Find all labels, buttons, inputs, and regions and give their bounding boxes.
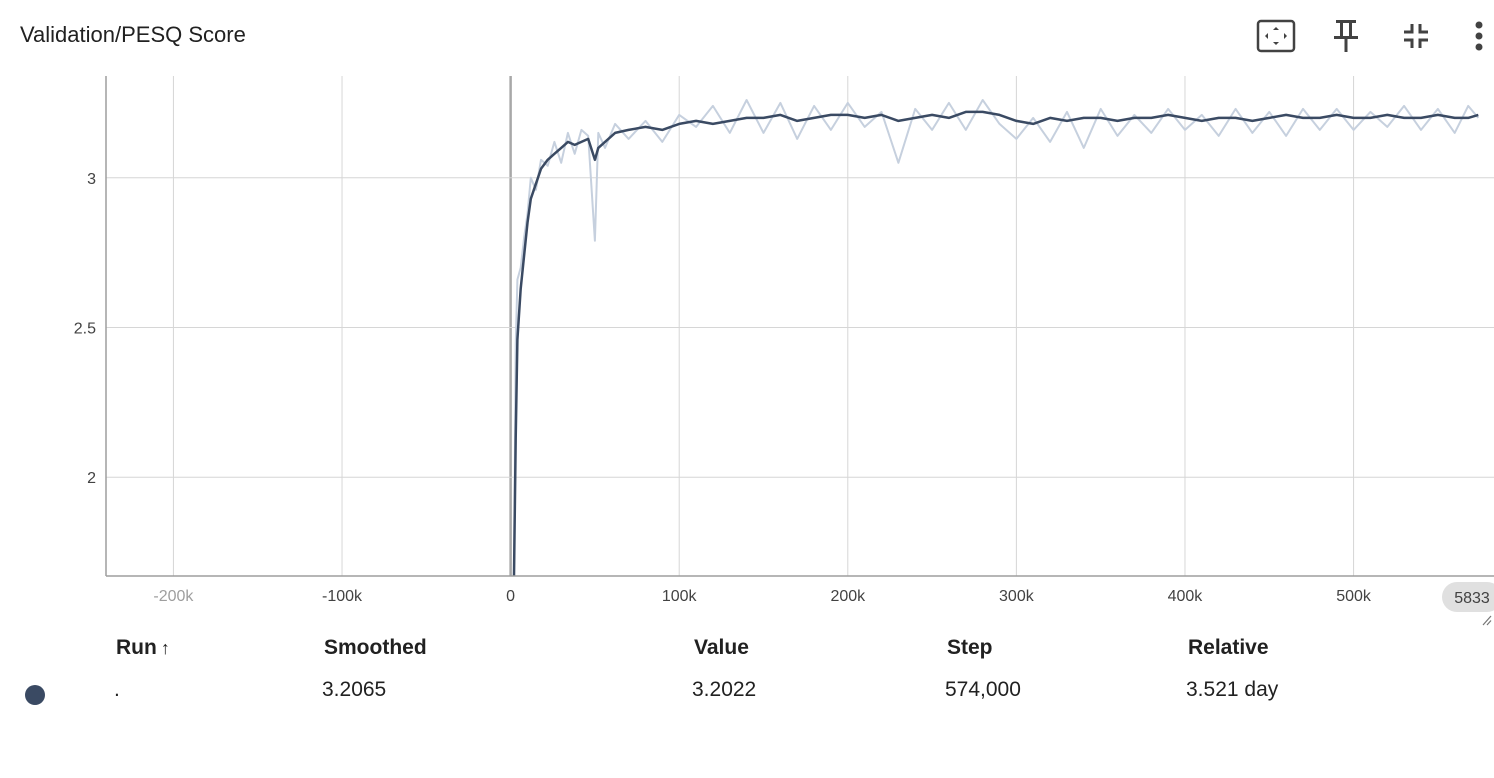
x-tick-label: 0 [506, 588, 515, 605]
collapse-icon [1404, 24, 1428, 48]
chart-title: Validation/PESQ Score [20, 22, 246, 47]
grid-lines [106, 76, 1494, 576]
x-tick-label: 100k [662, 588, 698, 605]
cell-smoothed: 3.2065 [322, 678, 387, 701]
collapse-button[interactable] [1394, 14, 1438, 58]
y-tick-label: 2.5 [74, 320, 96, 337]
run-table: Run ↑ Smoothed Value Step Relative . 3.20… [0, 630, 1494, 710]
axes [105, 76, 1494, 577]
x-tick-label: 500k [1336, 588, 1372, 605]
header-relative: Relative [1188, 636, 1269, 659]
pin-button[interactable] [1324, 14, 1368, 58]
fit-domain-button[interactable] [1254, 14, 1298, 58]
smoothed-series-layer [512, 110, 1479, 577]
table-header: Run ↑ Smoothed Value Step Relative [0, 630, 1494, 670]
smoothed-series-line [512, 110, 1479, 577]
x-tick-label: 200k [830, 588, 866, 605]
chart-area[interactable]: -200k -100k 0 100k 200k 300k 400k 500k 2 2.5 3 5833 [0, 0, 1494, 632]
header-value: Value [694, 636, 749, 659]
more-vertical-icon [1475, 21, 1483, 51]
raw-series-line [513, 99, 1480, 577]
more-menu-button[interactable] [1464, 14, 1494, 58]
header-run-label: Run [116, 636, 157, 659]
header-step: Step [947, 636, 993, 659]
y-tick-label: 3 [87, 171, 96, 188]
run-color-dot-icon [25, 685, 45, 705]
x-tick-label: 300k [999, 588, 1035, 605]
raw-series-layer [513, 99, 1480, 577]
cell-value: 3.2022 [692, 678, 757, 701]
header-smoothed: Smoothed [324, 636, 427, 659]
y-tick-label: 2 [87, 470, 96, 487]
pin-icon [1334, 20, 1358, 52]
card-toolbar [1228, 14, 1494, 58]
table-row: . 3.2065 3.2022 574,000 3.521 day [0, 670, 1494, 710]
x-tick-label: -200k [153, 588, 194, 605]
sort-ascending-icon: ↑ [160, 638, 170, 658]
x-tick-label: 400k [1168, 588, 1204, 605]
hover-step-badge [1442, 582, 1494, 612]
x-tick-label: -100k [322, 588, 363, 605]
cell-relative: 3.521 day [1186, 678, 1279, 701]
fit-domain-icon [1256, 19, 1296, 53]
resize-handle[interactable] [1482, 614, 1492, 626]
tick-labels: -200k -100k 0 100k 200k 300k 400k 500k 2 2.5 3 5833 [74, 171, 1494, 612]
hover-step-label: 5833 [1454, 590, 1490, 607]
header-run[interactable]: Run ↑ [116, 636, 170, 660]
cell-run: . [114, 678, 120, 701]
cell-step: 574,000 [945, 678, 1021, 701]
